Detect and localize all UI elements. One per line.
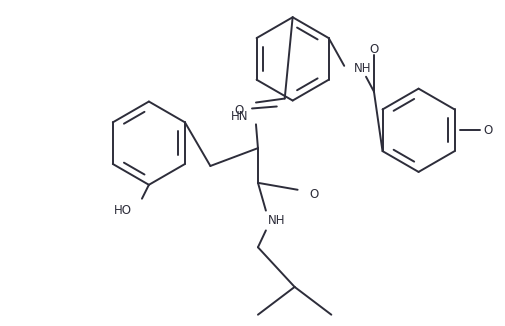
Text: O: O (235, 104, 244, 117)
Text: O: O (369, 43, 379, 56)
Text: NH: NH (354, 62, 372, 75)
Text: HN: HN (231, 110, 248, 123)
Text: HO: HO (114, 204, 132, 217)
Text: O: O (483, 124, 492, 137)
Text: O: O (310, 188, 319, 201)
Text: NH: NH (268, 214, 285, 227)
